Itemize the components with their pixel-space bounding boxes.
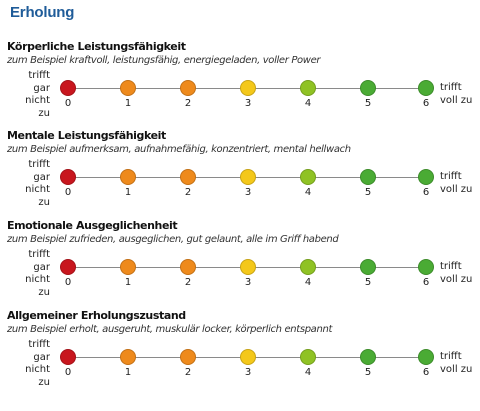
scale-value-label: 0 [64, 277, 72, 288]
section-heading: Emotionale Ausgeglichenheit [7, 219, 178, 232]
scale-value-label: 2 [184, 98, 192, 109]
scale-value-label: 5 [364, 98, 372, 109]
scale-value-label: 4 [304, 187, 312, 198]
scale-min-label: trifft gar nicht zu [10, 70, 50, 120]
scale-min-label: trifft gar nicht zu [10, 159, 50, 209]
scale-value-label: 3 [244, 98, 252, 109]
scale-min-label: trifft gar nicht zu [10, 339, 50, 389]
scale-value-label: 6 [422, 187, 430, 198]
scale-min-label: trifft gar nicht zu [10, 249, 50, 299]
scale-option-0[interactable] [60, 169, 76, 185]
scale-value-label: 6 [422, 277, 430, 288]
scale-value-label: 4 [304, 367, 312, 378]
scale-value-label: 2 [184, 367, 192, 378]
scale-max-label: trifft voll zu [440, 171, 480, 196]
scale-value-label: 0 [64, 98, 72, 109]
scale-min-label-line: zu [38, 286, 50, 298]
scale-option-3[interactable] [240, 169, 256, 185]
scale-option-3[interactable] [240, 259, 256, 275]
rating-section: Körperliche Leistungsfähigkeit zum Beispi… [0, 40, 480, 132]
scale-min-label-line: trifft [28, 339, 50, 350]
scale-option-1[interactable] [120, 169, 136, 185]
scale-option-0[interactable] [60, 80, 76, 96]
section-heading: Allgemeiner Erholungszustand [7, 309, 186, 322]
scale-value-label: 6 [422, 98, 430, 109]
scale-value-label: 0 [64, 187, 72, 198]
scale-option-5[interactable] [360, 169, 376, 185]
scale-option-2[interactable] [180, 169, 196, 185]
scale-max-label-line: trifft [440, 351, 462, 362]
section-example: zum Beispiel aufmerksam, aufnahmefähig, … [7, 144, 351, 155]
section-example: zum Beispiel kraftvoll, leistungsfähig, … [7, 55, 321, 66]
scale-value-label: 2 [184, 277, 192, 288]
scale-max-label-line: trifft [440, 82, 462, 93]
scale-value-label: 0 [64, 367, 72, 378]
scale-max-label-line: voll zu [440, 363, 473, 375]
section-example: zum Beispiel zufrieden, ausgeglichen, gu… [7, 234, 339, 245]
scale-max-label: trifft voll zu [440, 82, 480, 107]
scale-min-label-line: trifft [28, 159, 50, 170]
scale-option-5[interactable] [360, 80, 376, 96]
scale-option-2[interactable] [180, 80, 196, 96]
scale-max-label-line: voll zu [440, 183, 473, 195]
scale-max-label-line: trifft [440, 261, 462, 272]
scale-option-1[interactable] [120, 349, 136, 365]
scale-value-label: 3 [244, 187, 252, 198]
scale-option-6[interactable] [418, 259, 434, 275]
scale-option-4[interactable] [300, 80, 316, 96]
scale-option-2[interactable] [180, 259, 196, 275]
scale-max-label: trifft voll zu [440, 261, 480, 286]
scale-min-label-line: trifft [28, 70, 50, 81]
section-heading: Körperliche Leistungsfähigkeit [7, 40, 186, 53]
scale-max-label-line: voll zu [440, 94, 473, 106]
section-heading: Mentale Leistungsfähigkeit [7, 129, 166, 142]
rating-section: Allgemeiner Erholungszustand zum Beispiel… [0, 309, 480, 401]
scale-option-0[interactable] [60, 349, 76, 365]
scale-value-label: 4 [304, 98, 312, 109]
scale-value-label: 1 [124, 187, 132, 198]
scale-min-label-line: gar nicht [25, 171, 50, 196]
scale-option-2[interactable] [180, 349, 196, 365]
scale-option-5[interactable] [360, 349, 376, 365]
scale-value-label: 1 [124, 98, 132, 109]
scale-option-4[interactable] [300, 169, 316, 185]
scale-option-3[interactable] [240, 349, 256, 365]
scale-option-6[interactable] [418, 169, 434, 185]
scale-min-label-line: zu [38, 196, 50, 208]
scale-option-0[interactable] [60, 259, 76, 275]
scale-value-label: 3 [244, 367, 252, 378]
scale-option-1[interactable] [120, 80, 136, 96]
rating-section: Mentale Leistungsfähigkeit zum Beispiel a… [0, 129, 480, 221]
scale-option-4[interactable] [300, 259, 316, 275]
scale-value-label: 6 [422, 367, 430, 378]
scale-min-label-line: gar nicht [25, 82, 50, 107]
scale-value-label: 5 [364, 277, 372, 288]
scale-value-label: 4 [304, 277, 312, 288]
scale-option-4[interactable] [300, 349, 316, 365]
scale-value-label: 5 [364, 367, 372, 378]
scale-max-label: trifft voll zu [440, 351, 480, 376]
scale-option-6[interactable] [418, 349, 434, 365]
scale-max-label-line: trifft [440, 171, 462, 182]
scale-option-6[interactable] [418, 80, 434, 96]
scale-option-5[interactable] [360, 259, 376, 275]
scale-min-label-line: gar nicht [25, 351, 50, 376]
scale-min-label-line: zu [38, 376, 50, 388]
scale-min-label-line: trifft [28, 249, 50, 260]
page-title: Erholung [10, 4, 75, 21]
scale-min-label-line: zu [38, 107, 50, 119]
scale-min-label-line: gar nicht [25, 261, 50, 286]
scale-value-label: 2 [184, 187, 192, 198]
scale-value-label: 5 [364, 187, 372, 198]
scale-option-3[interactable] [240, 80, 256, 96]
rating-section: Emotionale Ausgeglichenheit zum Beispiel … [0, 219, 480, 311]
scale-value-label: 1 [124, 367, 132, 378]
scale-option-1[interactable] [120, 259, 136, 275]
scale-value-label: 1 [124, 277, 132, 288]
scale-max-label-line: voll zu [440, 273, 473, 285]
scale-value-label: 3 [244, 277, 252, 288]
section-example: zum Beispiel erholt, ausgeruht, muskulär… [7, 324, 333, 335]
